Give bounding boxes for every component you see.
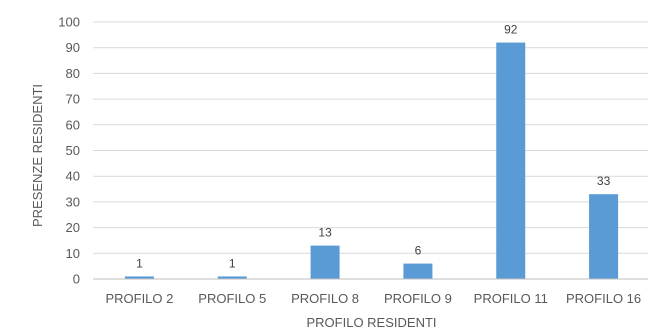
y-tick-label: 50 [66,143,80,158]
x-tick-label: PROFILO 16 [566,291,641,306]
bar [310,245,340,279]
y-tick-label: 10 [66,246,80,261]
y-axis-title: PRESENZE RESIDENTI [30,84,45,227]
data-label: 1 [136,256,143,270]
y-tick-label: 80 [66,66,80,81]
bar [124,276,154,279]
y-tick-label: 100 [58,15,80,30]
data-label: 1 [229,256,236,270]
y-tick-label: 30 [66,194,80,209]
x-axis-title: PROFILO RESIDENTI [306,315,436,330]
data-label: 92 [504,23,518,37]
data-labels: 1 1 13 6 92 33 [136,23,611,271]
x-tick-label: PROFILO 5 [198,291,266,306]
bar [403,263,433,279]
x-tick-label: PROFILO 11 [474,291,548,306]
gridlines [93,21,648,254]
x-tick-label: PROFILO 2 [105,291,173,306]
x-tick-label: PROFILO 9 [384,291,452,306]
y-tick-label: 0 [73,272,80,287]
y-tick-label: 20 [66,220,80,235]
y-tick-label: 60 [66,117,80,132]
x-tick-label: PROFILO 8 [291,291,359,306]
bar [496,42,526,280]
bar [589,194,619,279]
data-label: 33 [597,174,611,188]
x-tick-labels: PROFILO 2 PROFILO 5 PROFILO 8 PROFILO 9 PROF… [105,291,641,306]
data-label: 6 [415,244,422,258]
y-tick-labels: 0 10 20 30 40 50 60 70 80 90 100 [58,15,80,287]
bars [124,42,619,280]
y-tick-label: 90 [66,40,80,55]
y-tick-label: 70 [66,92,80,107]
bar [217,276,247,279]
y-tick-label: 40 [66,169,80,184]
data-label: 13 [318,226,332,240]
